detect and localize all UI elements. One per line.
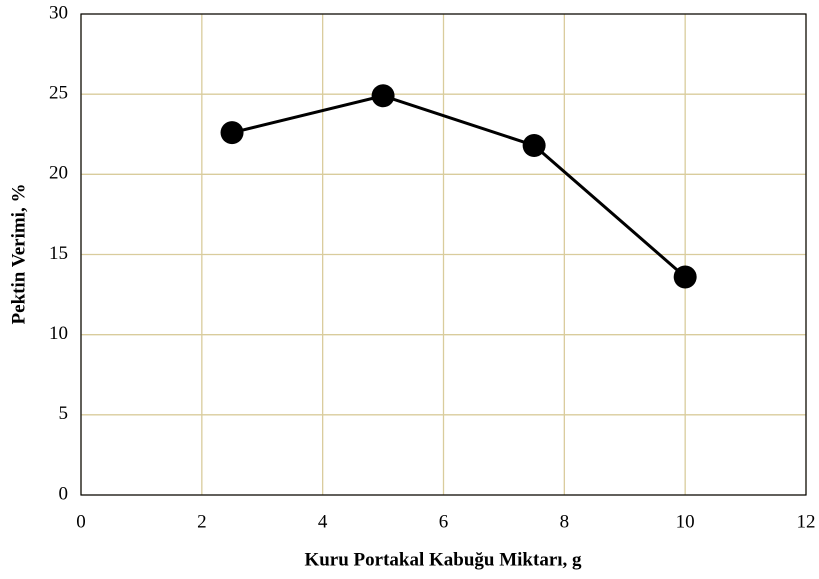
y-tick-label: 10 <box>49 323 68 344</box>
y-tick-label: 0 <box>59 483 69 504</box>
x-tick-label: 10 <box>676 511 695 532</box>
y-tick-label: 20 <box>49 163 68 184</box>
y-tick-label: 25 <box>49 83 68 104</box>
marker <box>522 133 546 157</box>
y-tick-label: 5 <box>59 403 69 424</box>
x-tick-label: 8 <box>560 511 570 532</box>
y-tick-label: 30 <box>49 2 68 23</box>
line <box>231 94 687 279</box>
x-tick-label: 6 <box>439 511 449 532</box>
x-axis-title: Kuru Portakal Kabuğu Miktarı, g <box>304 549 582 570</box>
y-axis-title: Pektin Verimi, % <box>8 184 29 325</box>
x-tick-label: 2 <box>197 511 207 532</box>
x-tick-label: 0 <box>76 511 86 532</box>
y-tick-label: 15 <box>49 243 68 264</box>
marker <box>673 265 697 289</box>
plot-frame <box>80 13 807 496</box>
x-tick-label: 12 <box>797 511 816 532</box>
marker <box>371 84 395 108</box>
marker <box>220 121 244 145</box>
x-tick-label: 4 <box>318 511 328 532</box>
